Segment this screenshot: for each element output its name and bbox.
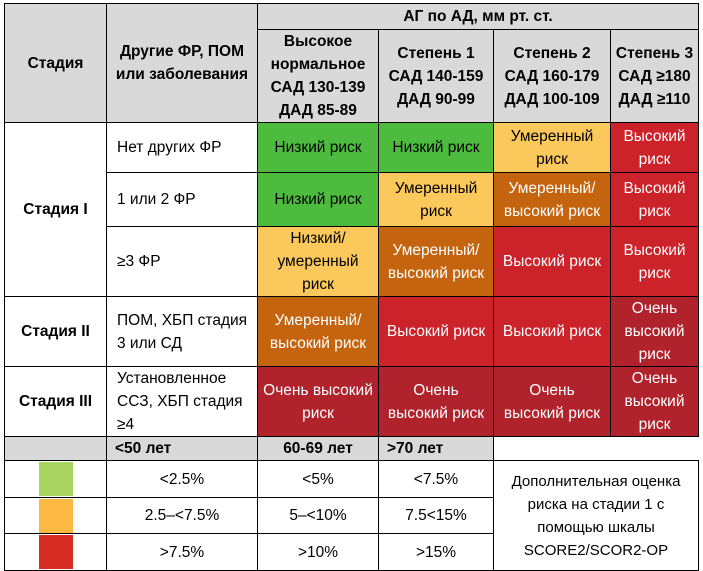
risk-cell: Умеренный/ высокий риск bbox=[257, 296, 379, 367]
legend-value: <2.5% bbox=[106, 460, 258, 498]
col-high-normal-header: Высокое нормальное САД 130-139 ДАД 85-89 bbox=[257, 29, 379, 123]
legend-value: >15% bbox=[378, 533, 494, 571]
risk-factor-cell: Нет других ФР bbox=[106, 122, 258, 173]
legend-swatch-cell bbox=[4, 497, 107, 534]
col-header-line: Высокое bbox=[283, 33, 353, 50]
risk-factor-cell: Установленное ССЗ, ХБП стадия ≥4 bbox=[106, 366, 258, 437]
col-degree2-header: Степень 2 САД 160-179 ДАД 100-109 bbox=[493, 29, 611, 123]
stage-1-label: Стадия I bbox=[4, 122, 107, 297]
legend-swatch bbox=[38, 462, 73, 496]
risk-cell: Очень высокий риск bbox=[378, 366, 494, 437]
legend-age-header: >70 лет bbox=[378, 436, 494, 461]
risk-cell: Умеренный/ высокий риск bbox=[493, 172, 611, 227]
table-row: Стадия III Установленное ССЗ, ХБП стадия… bbox=[4, 366, 699, 437]
legend-row: <2.5% <5% <7.5% Дополнительная оценка ри… bbox=[4, 460, 699, 571]
stage-header: Стадия bbox=[4, 3, 107, 123]
legend-swatch bbox=[38, 498, 73, 533]
col-header-line: ДАД 90-99 bbox=[397, 90, 475, 108]
legend-header-blank bbox=[4, 436, 107, 461]
col-degree1-header: Степень 1 САД 140-159 ДАД 90-99 bbox=[378, 29, 494, 123]
risk-cell: Умеренный/ высокий риск bbox=[378, 226, 494, 297]
legend-swatch-cell bbox=[4, 460, 107, 498]
legend-value: 2.5–<7.5% bbox=[106, 497, 258, 534]
risk-cell: Высокий риск bbox=[378, 296, 494, 367]
risk-cell: Очень высокий риск bbox=[257, 366, 379, 437]
table-row: Стадия II ПОМ, ХБП стадия 3 или СД Умере… bbox=[4, 296, 699, 367]
col-header-line: ДАД 100-109 bbox=[504, 90, 600, 108]
legend-age-header: <50 лет bbox=[106, 436, 258, 461]
risk-cell: Высокий риск bbox=[610, 122, 699, 173]
risk-table: Стадия Другие ФР, ПОМ или заболевания АГ… bbox=[4, 3, 699, 571]
stage-3-label: Стадия III bbox=[4, 366, 107, 437]
risk-cell: Низкий риск bbox=[257, 172, 379, 227]
risk-cell: Высокий риск bbox=[610, 172, 699, 227]
col-header-line: Степень 2 bbox=[513, 44, 591, 62]
col-header-line: ДАД 85-89 bbox=[279, 102, 357, 119]
col-header-line: САД 130-139 bbox=[270, 79, 366, 96]
legend-value: <5% bbox=[257, 460, 379, 498]
stage-2-label: Стадия II bbox=[4, 296, 107, 367]
risk-cell: Низкий риск bbox=[378, 122, 494, 173]
risk-cell: Умеренный риск bbox=[493, 122, 611, 173]
table-row: ≥3 ФР Низкий/ умеренный риск Умеренный/ … bbox=[5, 226, 699, 297]
legend-value: <7.5% bbox=[378, 460, 494, 498]
risk-cell: Высокий риск bbox=[493, 226, 611, 297]
risk-cell: Низкий риск bbox=[257, 122, 379, 173]
col-header-line: САД 140-159 bbox=[388, 67, 484, 85]
col-degree3-header: Степень 3 САД ≥180 ДАД ≥110 bbox=[610, 29, 699, 123]
risk-factor-cell: ПОМ, ХБП стадия 3 или СД bbox=[106, 296, 258, 367]
risk-cell: Низкий/ умеренный риск bbox=[257, 226, 379, 297]
risk-cell: Очень высокий риск bbox=[610, 366, 699, 437]
col-header-line: нормальное bbox=[270, 56, 366, 73]
risk-cell: Умеренный риск bbox=[378, 172, 494, 227]
legend-value: 7.5<15% bbox=[378, 497, 494, 534]
legend-value: >7.5% bbox=[106, 533, 258, 571]
col-header-line: ДАД ≥110 bbox=[618, 90, 691, 108]
col-header-line: САД ≥180 bbox=[618, 67, 691, 85]
legend-swatch bbox=[38, 535, 73, 569]
risk-cell: Высокий риск bbox=[610, 226, 699, 297]
risk-factor-cell: 1 или 2 ФР bbox=[106, 172, 258, 227]
col-header-line: Степень 3 bbox=[615, 44, 694, 62]
risk-factor-cell: ≥3 ФР bbox=[106, 226, 258, 297]
legend-swatch-cell bbox=[4, 533, 107, 571]
table-row: 1 или 2 ФР Низкий риск Умеренный риск Ум… bbox=[5, 172, 699, 227]
col-header-line: Степень 1 bbox=[397, 44, 475, 62]
ag-group-header: АГ по АД, мм рт. ст. bbox=[257, 3, 699, 30]
legend-value: >10% bbox=[257, 533, 379, 571]
risk-cell: Высокий риск bbox=[493, 296, 611, 367]
risk-cell: Очень высокий риск bbox=[610, 296, 699, 367]
legend-value: 5–<10% bbox=[257, 497, 379, 534]
score-note: Дополнительная оценка риска на стадии 1 … bbox=[493, 460, 699, 571]
risk-cell: Очень высокий риск bbox=[493, 366, 611, 437]
other-fr-header: Другие ФР, ПОМ или заболевания bbox=[106, 3, 258, 123]
legend-header-spacer bbox=[493, 436, 699, 461]
legend-age-header: 60-69 лет bbox=[257, 436, 379, 461]
col-header-line: САД 160-179 bbox=[504, 67, 600, 85]
legend-row: 2.5–<7.5% 5–<10% 7.5<15% bbox=[4, 497, 699, 534]
table-row: Стадия I Нет других ФР Низкий риск Низки… bbox=[4, 122, 699, 297]
